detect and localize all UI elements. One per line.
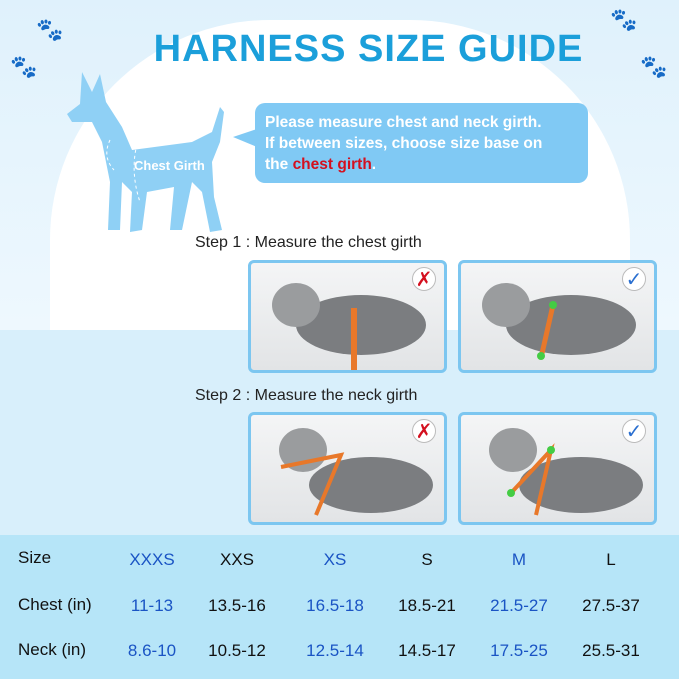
paw-icon: 🐾 bbox=[36, 18, 64, 43]
red-x-icon: ✗ bbox=[412, 267, 436, 291]
step-2-label: Step 2 : Measure the neck girth bbox=[195, 387, 417, 405]
instruction-bubble: Please measure chest and neck girth. If … bbox=[233, 103, 588, 183]
photo-chest-correct: ✓ bbox=[458, 260, 657, 373]
table-cell: 18.5-21 bbox=[398, 596, 456, 615]
instruction-punct: . bbox=[371, 156, 377, 173]
table-cell: 14.5-17 bbox=[398, 641, 456, 660]
step-number: Step 2 : bbox=[195, 387, 251, 404]
row-label: Chest (in) bbox=[18, 595, 92, 614]
row-label: Neck (in) bbox=[18, 640, 87, 659]
paw-icon: 🐾 bbox=[640, 55, 668, 80]
photo-neck-correct: ✓ bbox=[458, 412, 657, 525]
blue-check-icon: ✓ bbox=[622, 267, 646, 291]
step-1-label: Step 1 : Measure the chest girth bbox=[195, 234, 422, 252]
table-cell: 12.5-14 bbox=[306, 641, 364, 660]
table-cell: 16.5-18 bbox=[306, 596, 364, 615]
blue-check-icon: ✓ bbox=[622, 419, 646, 443]
page-title: HARNESS SIZE GUIDE bbox=[153, 28, 584, 70]
table-cell: 11-13 bbox=[130, 596, 174, 615]
table-cell: L bbox=[606, 550, 616, 569]
table-cell: S bbox=[421, 550, 433, 569]
table-cell: XS bbox=[323, 550, 347, 569]
table-cell: 10.5-12 bbox=[208, 641, 266, 660]
instruction-line: the bbox=[265, 156, 293, 173]
table-cell: 21.5-27 bbox=[490, 596, 548, 615]
dog-silhouette-icon: Neck Girth Chest Girth bbox=[67, 72, 224, 232]
table-cell: XXS bbox=[219, 550, 255, 569]
step-text: Measure the chest girth bbox=[254, 234, 422, 251]
step-text: Measure the neck girth bbox=[254, 387, 418, 404]
red-x-icon: ✗ bbox=[412, 419, 436, 443]
instruction-line: If between sizes, choose size base on bbox=[265, 135, 543, 152]
instruction-line: Please measure chest and neck girth. bbox=[265, 114, 542, 131]
paw-icon: 🐾 bbox=[10, 55, 38, 80]
step-number: Step 1 : bbox=[195, 234, 251, 251]
table-cell: 27.5-37 bbox=[582, 596, 640, 615]
table-cell: XXXS bbox=[129, 550, 175, 569]
table-cell: 13.5-16 bbox=[208, 596, 266, 615]
row-label: Size bbox=[18, 548, 52, 567]
neck-girth-label: Neck Girth bbox=[130, 122, 196, 137]
highlight-text: chest girth bbox=[292, 156, 372, 173]
photo-chest-wrong: ✗ bbox=[248, 260, 447, 373]
table-cell: M bbox=[511, 550, 527, 569]
table-cell: 8.6-10 bbox=[127, 641, 177, 660]
size-table: Size XXXS XXS XS S M L Chest (in) 11-13 … bbox=[0, 535, 679, 679]
table-cell: 17.5-25 bbox=[490, 641, 548, 660]
chest-girth-label: Chest Girth bbox=[134, 158, 205, 173]
paw-icon: 🐾 bbox=[610, 8, 638, 33]
table-cell: 25.5-31 bbox=[582, 641, 640, 660]
photo-neck-wrong: ✗ bbox=[248, 412, 447, 525]
